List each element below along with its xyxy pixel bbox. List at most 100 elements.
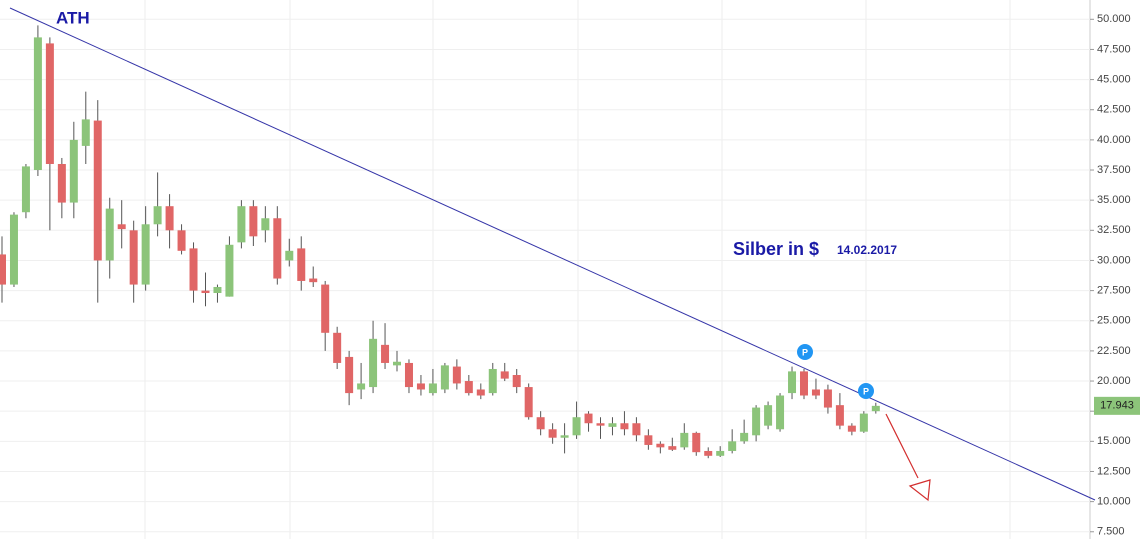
ath-label: ATH bbox=[56, 8, 90, 27]
candle-body bbox=[512, 375, 521, 388]
candle-body bbox=[249, 206, 258, 237]
candle-body bbox=[656, 443, 665, 448]
y-tick-label: 47.500 bbox=[1097, 43, 1131, 55]
y-tick-label: 45.000 bbox=[1097, 73, 1131, 85]
candle-body bbox=[105, 208, 114, 261]
vertical-grid bbox=[144, 0, 1011, 539]
marker[interactable]: P bbox=[797, 344, 813, 360]
candle-body bbox=[476, 389, 485, 396]
y-tick-label: 42.500 bbox=[1097, 104, 1131, 116]
candle-body bbox=[835, 405, 844, 426]
candle-body bbox=[333, 332, 342, 363]
candle-body bbox=[644, 435, 653, 445]
y-tick-label: 50.000 bbox=[1097, 13, 1131, 25]
candle-body bbox=[716, 450, 725, 456]
candle-body bbox=[632, 423, 641, 436]
candle-body bbox=[572, 417, 581, 436]
candle-body bbox=[452, 366, 461, 384]
candle-body bbox=[428, 383, 437, 394]
y-tick-label: 7.500 bbox=[1097, 526, 1125, 538]
candle-body bbox=[668, 446, 677, 450]
candle-body bbox=[297, 248, 306, 281]
candle-body bbox=[177, 230, 186, 251]
candle-body bbox=[213, 286, 222, 294]
last-price-label: 17.943 bbox=[1100, 400, 1134, 412]
candle-body bbox=[823, 389, 832, 408]
candle-body bbox=[811, 389, 820, 396]
y-tick-label: 12.500 bbox=[1097, 465, 1131, 477]
candle-body bbox=[393, 361, 402, 366]
candle-body bbox=[369, 338, 378, 388]
y-tick-label: 27.500 bbox=[1097, 285, 1131, 297]
candle-body bbox=[416, 383, 425, 390]
candle-body bbox=[357, 383, 366, 390]
candle-body bbox=[273, 218, 282, 279]
y-tick-label: 22.500 bbox=[1097, 345, 1131, 357]
y-tick-label: 10.000 bbox=[1097, 496, 1131, 508]
candle-body bbox=[117, 224, 126, 230]
candle-body bbox=[596, 423, 605, 426]
candle-body bbox=[464, 381, 473, 394]
chart-title: Silber in $ bbox=[733, 239, 819, 259]
candle-body bbox=[201, 290, 210, 294]
candle-body bbox=[536, 417, 545, 430]
candle-body bbox=[261, 218, 270, 231]
candle-body bbox=[225, 244, 234, 297]
candle-body bbox=[404, 362, 413, 388]
chart-date: 14.02.2017 bbox=[837, 243, 897, 257]
y-tick-label: 37.500 bbox=[1097, 164, 1131, 176]
candle-body bbox=[141, 224, 150, 285]
candle-body bbox=[799, 371, 808, 396]
last-price-box bbox=[1094, 396, 1140, 415]
candle-body bbox=[488, 368, 497, 394]
candle-body bbox=[847, 425, 856, 432]
y-tick-label: 35.000 bbox=[1097, 194, 1131, 206]
candle-body bbox=[788, 371, 797, 394]
candle-body bbox=[608, 423, 617, 427]
candle-body bbox=[285, 250, 294, 261]
candle-body bbox=[704, 450, 713, 456]
candle-body bbox=[728, 441, 737, 451]
candle-body bbox=[752, 407, 761, 436]
candle-body bbox=[381, 344, 390, 363]
marker-label: P bbox=[802, 347, 808, 357]
y-tick-label: 40.000 bbox=[1097, 134, 1131, 146]
candle-body bbox=[129, 230, 138, 285]
down-arrow bbox=[885, 413, 931, 502]
candle-body bbox=[33, 37, 42, 171]
candle-body bbox=[871, 405, 880, 412]
candle-body bbox=[548, 429, 557, 438]
candle-body bbox=[45, 43, 54, 164]
candle-body bbox=[584, 413, 593, 424]
trend-line bbox=[9, 7, 1096, 501]
candle-body bbox=[500, 371, 509, 379]
candle-body bbox=[776, 395, 785, 430]
candle-body bbox=[57, 163, 66, 203]
candle-body bbox=[309, 278, 318, 283]
candle-body bbox=[153, 206, 162, 225]
candle-body bbox=[189, 248, 198, 291]
candle-body bbox=[165, 206, 174, 231]
y-tick-label: 25.000 bbox=[1097, 315, 1131, 327]
candle-body bbox=[345, 356, 354, 394]
candle-body bbox=[81, 119, 90, 146]
candle-body bbox=[620, 423, 629, 430]
candle-body bbox=[21, 166, 30, 213]
marker[interactable]: P bbox=[858, 383, 874, 399]
candle-body bbox=[524, 387, 533, 418]
candle-body bbox=[9, 214, 18, 285]
candle-body bbox=[440, 365, 449, 390]
y-tick-label: 15.000 bbox=[1097, 435, 1131, 447]
y-tick-label: 32.500 bbox=[1097, 224, 1131, 236]
candle-body bbox=[764, 405, 773, 426]
candle-body bbox=[93, 120, 102, 261]
candle-body bbox=[0, 254, 6, 285]
candle-body bbox=[321, 284, 330, 333]
candle-body bbox=[859, 413, 868, 432]
y-tick-label: 20.000 bbox=[1097, 375, 1131, 387]
y-tick-label: 30.000 bbox=[1097, 254, 1131, 266]
marker-label: P bbox=[863, 386, 869, 396]
candle-body bbox=[560, 435, 569, 438]
candle-body bbox=[692, 432, 701, 453]
